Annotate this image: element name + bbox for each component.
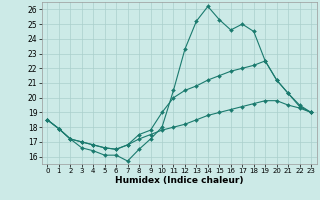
X-axis label: Humidex (Indice chaleur): Humidex (Indice chaleur) — [115, 176, 244, 185]
